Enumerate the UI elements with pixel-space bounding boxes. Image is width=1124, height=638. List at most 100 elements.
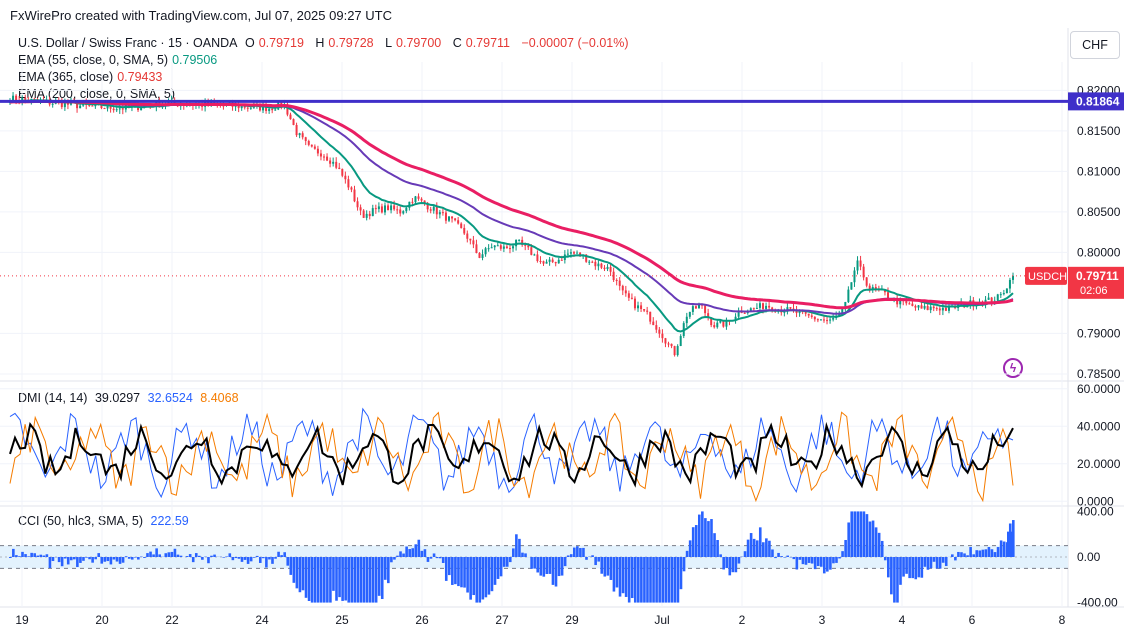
candle-body [572,252,575,254]
candle-body [853,270,856,283]
ema365-line [9,100,1014,315]
cci-bar [36,555,40,557]
cci-bar [847,522,850,557]
ema365-legend[interactable]: EMA (365, close) 0.79433 [18,70,166,84]
cci-bar [981,549,985,557]
cci-bar [262,557,265,559]
cci-bar [33,553,36,557]
currency-button[interactable]: CHF [1070,31,1120,59]
candle-body [518,239,521,241]
cci-bar [868,521,872,557]
lightning-icon[interactable]: ϟ [1003,358,1023,378]
cci-bar [716,539,719,557]
candle-body [810,315,813,317]
candle-body [914,305,917,308]
cci-bar [79,557,82,563]
cci-bar [920,557,924,578]
candle-body [670,343,673,347]
cci-bar [164,553,168,557]
cci-bar [335,557,338,601]
cci-bar [326,557,329,603]
cci-bar [484,557,488,598]
cci-bar [106,557,110,562]
cci-bar [201,557,204,560]
cci-bar [545,557,549,574]
cci-bar [807,557,811,563]
cci-bar [951,554,954,557]
cci-bar [27,556,30,557]
cci-bar [295,557,299,589]
cci-bar [255,555,259,557]
candle-body [298,133,301,136]
candle-body [469,238,472,241]
cci-bar [957,551,960,557]
cci-bar [420,550,424,557]
candle-body [484,248,487,255]
cci-bar [475,557,479,603]
candle-body [585,254,588,262]
cci-bar [975,550,979,557]
candle-body [1002,293,1005,295]
cci-label: CCI (50, hlc3, SMA, 5) [18,514,144,528]
cci-pane [0,511,1068,603]
candle-body [383,205,386,213]
candle-body [685,316,688,324]
price-pane [0,92,1068,357]
cci-bar [963,553,966,557]
candle-body [560,259,563,261]
cci-bar [76,557,79,567]
cci-bar [222,557,226,558]
cci-bar [664,557,668,603]
candle-body [856,260,859,271]
candle-body [380,206,383,213]
candle-body [387,205,390,211]
candle-body [911,303,914,306]
candle-body [460,223,463,228]
cci-bar [533,557,536,569]
x-tick-label: 3 [819,613,826,627]
candle-body [490,247,493,249]
cci-bar [490,557,494,592]
cci-bar [515,534,518,557]
cci-bar [432,553,436,557]
cci-bar [39,554,43,557]
cci-bar [115,557,119,562]
cci-legend[interactable]: CCI (50, hlc3, SMA, 5) 222.59 [18,514,193,528]
cci-bar [82,557,85,561]
cci-bar [170,551,174,557]
cci-bar [457,557,460,587]
candle-body [463,227,466,234]
price-tick-label: 0.79000 [1077,326,1121,340]
candle-body [935,308,938,310]
cci-bar [478,557,482,603]
cci-bar [103,557,107,562]
cci-bar [640,557,643,603]
cci-bar [643,557,646,603]
candle-body [621,285,624,291]
ema55-legend[interactable]: EMA (55, close, 0, SMA, 5) 0.79506 [18,53,221,67]
candle-body [374,208,377,210]
candle-body [88,104,91,106]
candle-body [140,108,143,111]
candle-body [694,306,697,309]
cci-bar [332,557,335,591]
cci-bar [911,557,914,579]
candle-body [755,307,758,309]
candle-body [807,313,810,316]
candle-body [768,305,771,308]
candle-body [487,248,490,250]
cci-bar [185,556,189,557]
symbol-description[interactable]: U.S. Dollar / Swiss Franc · 15 · OANDA [18,36,238,50]
candle-body [826,320,829,322]
candle-body [362,210,365,218]
cci-bar [710,519,713,557]
candle-body [12,95,15,103]
cci-bar [258,557,262,563]
cci-bar [938,557,942,569]
candle-body [813,316,816,320]
cci-bar [155,548,158,557]
cci-bar [780,556,783,557]
cci-bar [923,557,927,567]
dmi-legend[interactable]: DMI (14, 14) 39.0297 32.6524 8.4068 [18,391,243,405]
